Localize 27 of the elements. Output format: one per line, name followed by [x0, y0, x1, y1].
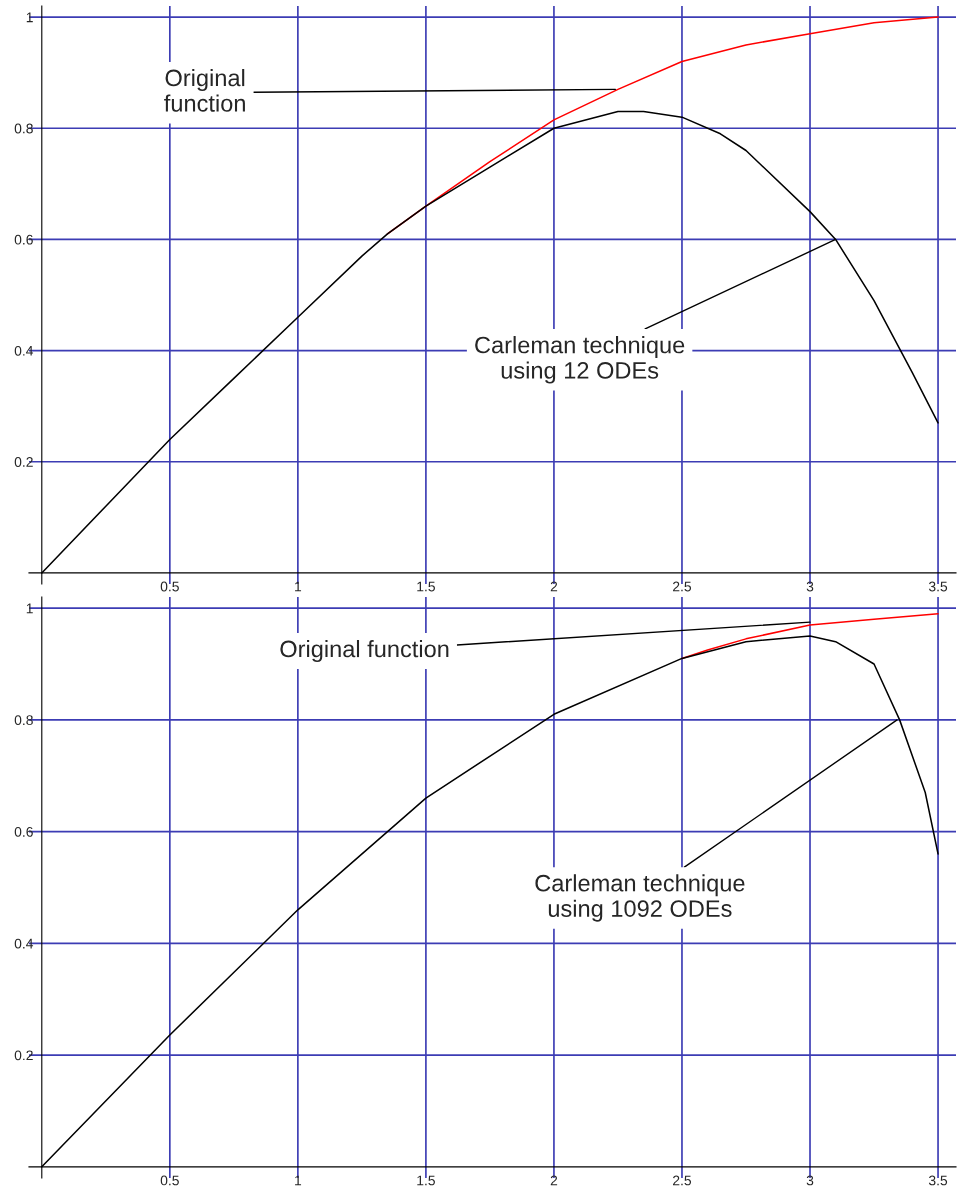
annotation: Original function: [164, 68, 245, 112]
x-tick-label: 2.5: [673, 581, 692, 592]
y-tick-label: 0.8: [14, 715, 33, 726]
x-tick-label: 0.5: [160, 1175, 179, 1186]
x-tick-label: 3.5: [928, 581, 948, 592]
y-tick-label: 0.6: [14, 826, 33, 837]
x-tick-label: 1: [295, 581, 302, 592]
y-tick-label: 0.2: [14, 1050, 33, 1061]
x-tick-label: 1.5: [417, 1175, 435, 1186]
y-tick-label: 0.2: [14, 457, 33, 467]
x-tick-label: 3: [806, 581, 814, 592]
x-tick-label: 2.5: [673, 1175, 692, 1186]
x-tick-label: 3.5: [928, 1175, 948, 1186]
y-tick-label: 0.6: [14, 234, 33, 245]
x-tick-label: 3: [806, 1175, 814, 1186]
annotation: Original function: [280, 639, 449, 662]
y-tick-label: 1: [26, 12, 33, 23]
annotation: Carleman technique using 12 ODEs: [475, 336, 685, 384]
x-tick-label: 1: [295, 1175, 302, 1186]
x-tick-label: 1.5: [417, 581, 435, 592]
x-tick-label: 0.5: [160, 581, 179, 592]
y-tick-label: 0.4: [14, 345, 34, 356]
y-tick-label: 0.4: [14, 938, 34, 949]
annotation: Carleman technique using 1092 ODEs: [535, 874, 745, 922]
x-tick-label: 2: [550, 581, 558, 592]
y-tick-label: 0.8: [14, 123, 33, 134]
x-tick-label: 2: [550, 1175, 558, 1186]
